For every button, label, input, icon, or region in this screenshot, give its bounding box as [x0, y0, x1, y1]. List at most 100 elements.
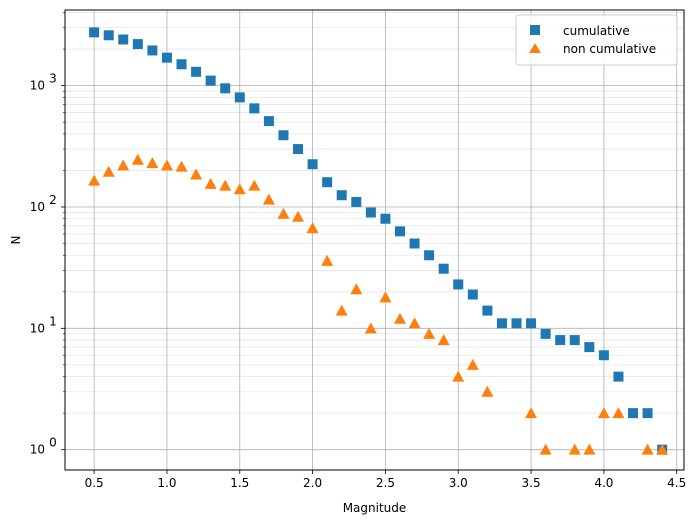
point-cumulative [220, 83, 231, 94]
grid [65, 10, 684, 470]
point-cumulative [613, 371, 624, 382]
point-non-cumulative [248, 179, 261, 191]
point-non-cumulative [350, 283, 363, 295]
point-cumulative [365, 207, 376, 218]
data-markers [88, 27, 669, 455]
point-cumulative [438, 263, 449, 274]
point-cumulative [555, 335, 566, 346]
point-non-cumulative [525, 407, 538, 419]
point-cumulative [263, 116, 274, 127]
point-non-cumulative [597, 407, 610, 419]
point-non-cumulative [131, 153, 144, 165]
point-non-cumulative [219, 179, 232, 191]
point-non-cumulative [583, 443, 596, 455]
point-cumulative [336, 190, 347, 201]
point-non-cumulative [335, 304, 348, 316]
point-non-cumulative [393, 312, 406, 324]
point-cumulative [351, 196, 362, 207]
point-cumulative [409, 238, 420, 249]
point-cumulative [249, 103, 260, 114]
point-non-cumulative [117, 159, 130, 171]
point-non-cumulative [466, 358, 479, 370]
y-tick-label: 10 [30, 443, 45, 457]
point-non-cumulative [175, 160, 188, 172]
point-cumulative [191, 66, 202, 77]
point-non-cumulative [641, 443, 654, 455]
point-cumulative [467, 289, 478, 300]
point-non-cumulative [102, 165, 115, 177]
y-tick-exponent: 0 [49, 436, 57, 450]
point-cumulative [482, 305, 493, 316]
x-tick-label: 2.5 [376, 476, 395, 490]
point-cumulative [569, 335, 580, 346]
point-cumulative [526, 318, 537, 329]
plot-frame [64, 9, 685, 471]
y-tick-label: 10 [30, 200, 45, 214]
point-non-cumulative [539, 443, 552, 455]
point-cumulative [598, 350, 609, 361]
point-non-cumulative [423, 327, 436, 339]
point-non-cumulative [481, 385, 494, 397]
point-non-cumulative [612, 407, 625, 419]
y-tick-label: 10 [30, 79, 45, 93]
legend-box [515, 14, 678, 66]
x-tick-label: 4.5 [667, 476, 686, 490]
point-cumulative [322, 177, 333, 188]
point-non-cumulative [306, 222, 319, 234]
point-cumulative [424, 250, 435, 261]
legend: cumulative non cumulative [515, 14, 678, 66]
point-non-cumulative [364, 322, 377, 334]
legend-label-non-cumulative: non cumulative [563, 42, 656, 56]
point-cumulative [628, 408, 639, 419]
point-cumulative [161, 52, 172, 63]
point-cumulative [511, 318, 522, 329]
point-cumulative [234, 92, 245, 103]
point-cumulative [642, 408, 653, 419]
point-cumulative [132, 39, 143, 50]
y-tick-exponent: 1 [49, 314, 57, 328]
legend-label-cumulative: cumulative [563, 24, 630, 38]
y-tick-label: 10 [30, 321, 45, 335]
point-non-cumulative [437, 334, 450, 346]
point-non-cumulative [262, 193, 275, 205]
x-tick-label: 3.0 [449, 476, 468, 490]
point-cumulative [147, 45, 158, 56]
y-tick-exponent: 2 [49, 193, 57, 207]
y-tick-exponent: 3 [49, 72, 57, 86]
point-non-cumulative [160, 159, 173, 171]
point-cumulative [394, 226, 405, 237]
point-cumulative [540, 328, 551, 339]
point-non-cumulative [656, 443, 669, 455]
point-non-cumulative [88, 174, 101, 186]
point-cumulative [496, 318, 507, 329]
point-cumulative [89, 27, 100, 38]
point-non-cumulative [321, 254, 334, 266]
point-cumulative [380, 213, 391, 224]
point-cumulative [278, 130, 289, 141]
point-cumulative [176, 59, 187, 70]
x-axis-title: Magnitude [343, 501, 407, 515]
point-non-cumulative [277, 207, 290, 219]
x-tick-label: 3.5 [522, 476, 541, 490]
point-cumulative [118, 34, 129, 45]
point-non-cumulative [233, 183, 246, 195]
point-non-cumulative [204, 177, 217, 189]
point-non-cumulative [190, 168, 203, 180]
point-non-cumulative [568, 443, 581, 455]
x-tick-label: 1.5 [230, 476, 249, 490]
point-non-cumulative [292, 210, 305, 222]
point-cumulative [293, 144, 304, 155]
point-non-cumulative [452, 370, 465, 382]
legend-marker-cumulative [530, 25, 540, 35]
point-non-cumulative [379, 291, 392, 303]
x-tick-label: 2.0 [303, 476, 322, 490]
x-tick-label: 1.0 [157, 476, 176, 490]
ticks: 0.5 1.0 1.5 2.0 2.5 3.0 3.5 4.0 4.5 10 0 10 1 10 2 10 3 [30, 12, 686, 490]
point-cumulative [205, 75, 216, 86]
y-axis-title: N [9, 236, 23, 245]
point-cumulative [307, 159, 318, 170]
x-tick-label: 4.0 [594, 476, 613, 490]
x-tick-label: 0.5 [85, 476, 104, 490]
